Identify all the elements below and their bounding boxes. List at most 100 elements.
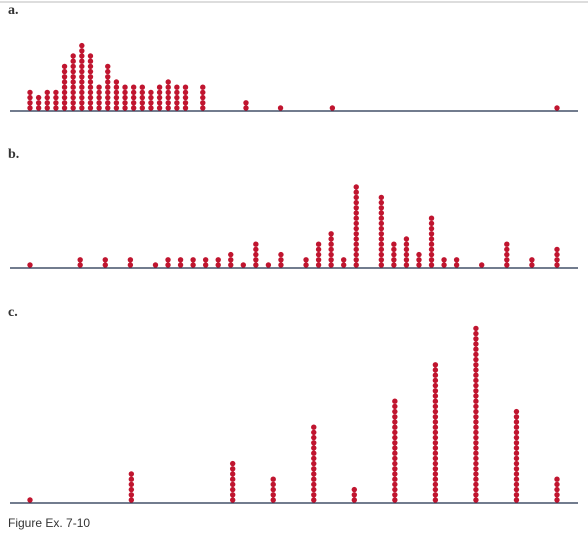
- dot: [513, 434, 520, 441]
- dot: [473, 466, 479, 472]
- dot: [79, 79, 85, 85]
- dot: [77, 257, 83, 263]
- dot: [61, 74, 68, 80]
- dot: [353, 257, 359, 263]
- dot: [513, 466, 520, 472]
- dot-column: [27, 89, 33, 111]
- dot: [473, 377, 479, 384]
- dot: [128, 486, 135, 493]
- dot: [432, 429, 439, 436]
- dot: [77, 262, 83, 268]
- dot: [353, 184, 359, 190]
- dot-column: [165, 79, 171, 111]
- panel-label: b.: [8, 147, 19, 162]
- dot: [177, 257, 184, 263]
- dot: [96, 89, 102, 96]
- dot: [96, 94, 102, 101]
- dot: [473, 460, 479, 467]
- dot: [315, 262, 322, 268]
- dot: [79, 89, 85, 96]
- dot: [392, 398, 398, 404]
- dot-column: [243, 100, 249, 111]
- dot: [303, 262, 309, 268]
- dot-column: [130, 84, 137, 111]
- dot: [229, 492, 236, 498]
- dot-column: [479, 262, 485, 268]
- dot: [229, 460, 236, 467]
- dot-column: [128, 471, 135, 503]
- dot-column: [27, 262, 33, 268]
- dot-column: [428, 215, 435, 268]
- dot: [70, 58, 76, 64]
- dot: [87, 89, 94, 96]
- dot: [473, 408, 479, 415]
- dot: [432, 460, 439, 467]
- dot: [473, 356, 479, 363]
- dot: [311, 434, 317, 441]
- dot-column: [270, 476, 276, 503]
- dot: [513, 481, 520, 488]
- dot-column: [554, 105, 560, 111]
- dot: [200, 89, 206, 96]
- dot: [416, 257, 422, 263]
- dot: [513, 455, 520, 462]
- dot: [105, 105, 111, 111]
- dot: [473, 455, 479, 462]
- dot: [61, 63, 68, 70]
- dot: [391, 251, 397, 258]
- dot: [392, 492, 398, 498]
- dot: [432, 377, 439, 384]
- dot: [87, 79, 94, 85]
- dot: [432, 372, 439, 378]
- dot: [328, 262, 334, 268]
- dot: [513, 429, 520, 436]
- dot: [473, 492, 479, 498]
- dot: [113, 79, 120, 85]
- dot: [156, 89, 163, 96]
- dot-column: [378, 194, 385, 268]
- dot: [416, 262, 422, 268]
- dot: [403, 262, 410, 268]
- dot-column: [554, 476, 560, 503]
- dot: [473, 388, 479, 394]
- dot: [428, 246, 435, 253]
- dot: [504, 246, 510, 253]
- dot-column: [340, 257, 347, 268]
- dot: [174, 105, 180, 111]
- dot: [432, 455, 439, 462]
- dot: [70, 84, 76, 90]
- dot-column: [215, 257, 221, 268]
- dot-column: [403, 236, 410, 268]
- dot: [156, 94, 163, 101]
- dot: [70, 74, 76, 80]
- dot: [243, 105, 249, 111]
- dot: [311, 481, 317, 488]
- dot: [392, 408, 398, 415]
- dot: [473, 372, 479, 378]
- dot-column: [228, 251, 234, 268]
- dot: [473, 481, 479, 488]
- dot: [270, 481, 276, 488]
- dot: [378, 225, 385, 232]
- dot: [432, 440, 439, 446]
- dot: [277, 105, 284, 111]
- dot: [243, 100, 249, 106]
- dot: [165, 94, 171, 101]
- dot: [35, 105, 42, 111]
- dot: [165, 257, 171, 263]
- dot: [428, 231, 435, 237]
- dot: [441, 257, 447, 263]
- dot: [265, 262, 272, 268]
- dot: [432, 492, 439, 498]
- dot: [229, 476, 236, 482]
- dot: [378, 199, 385, 206]
- dot: [87, 100, 94, 106]
- dot: [554, 257, 560, 263]
- dot: [392, 414, 398, 420]
- dot: [70, 105, 76, 111]
- dot: [432, 450, 439, 456]
- dot: [270, 476, 276, 482]
- dot: [353, 215, 359, 221]
- dot: [432, 486, 439, 493]
